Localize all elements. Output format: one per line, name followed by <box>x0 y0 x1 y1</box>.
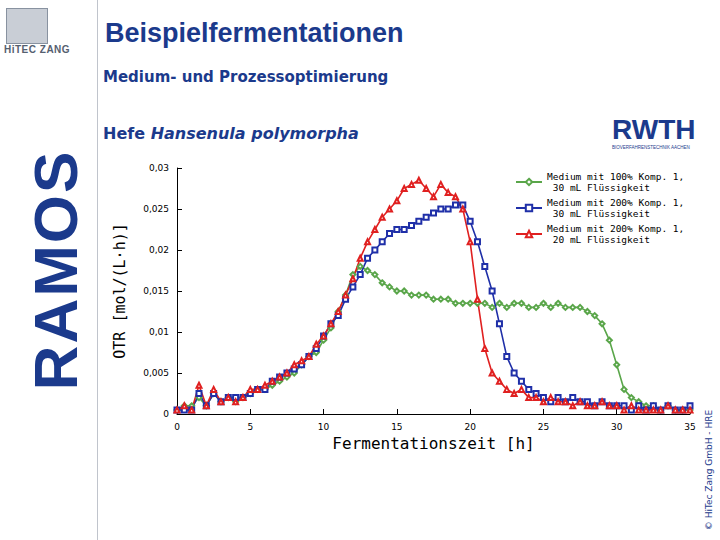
svg-text:30: 30 <box>611 422 623 432</box>
svg-text:0: 0 <box>163 409 169 419</box>
html-text:BIOVERFAHRENSTECHNIK AACHEN: BIOVERFAHRENSTECHNIK AACHEN <box>612 145 690 150</box>
svg-text:0,005: 0,005 <box>143 368 169 378</box>
html-text:RAMOS: RAMOS <box>20 149 90 391</box>
svg-text:0,015: 0,015 <box>143 286 169 296</box>
html-text:RWTH: RWTH <box>612 114 696 145</box>
html-text:Hefe Hansenula polymorpha: Hefe Hansenula polymorpha <box>103 124 359 143</box>
svg-text:20: 20 <box>464 422 476 432</box>
svg-text:0: 0 <box>174 422 180 432</box>
html-text:HiTEC ZANG: HiTEC ZANG <box>4 44 71 55</box>
svg-text:OTR [mol/(L·h)]: OTR [mol/(L·h)] <box>111 223 129 358</box>
svg-text:0,03: 0,03 <box>149 163 169 173</box>
svg-text:Medium mit 200% Komp. 1,: Medium mit 200% Komp. 1, <box>547 197 684 208</box>
svg-text:15: 15 <box>391 422 402 432</box>
svg-text:Medium mit 200% Komp. 1,: Medium mit 200% Komp. 1, <box>547 223 684 234</box>
svg-text:0,025: 0,025 <box>143 204 169 214</box>
html-text:Beispielfermentationen: Beispielfermentationen <box>105 18 404 48</box>
svg-text:30 mL Flüssigkeit: 30 mL Flüssigkeit <box>547 182 650 193</box>
svg-text:10: 10 <box>318 422 330 432</box>
svg-text:Medium mit 100% Komp. 1,: Medium mit 100% Komp. 1, <box>547 171 684 182</box>
svg-text:35: 35 <box>684 422 695 432</box>
svg-text:0,02: 0,02 <box>149 245 169 255</box>
svg-text:20 mL Flüssigkeit: 20 mL Flüssigkeit <box>547 234 650 245</box>
svg-text:5: 5 <box>247 422 253 432</box>
html-text:© HiTec Zang GmbH - HRE: © HiTec Zang GmbH - HRE <box>704 409 714 531</box>
svg-text:0,01: 0,01 <box>149 327 169 337</box>
svg-text:25: 25 <box>538 422 549 432</box>
html-text:Medium- und Prozessoptimierung: Medium- und Prozessoptimierung <box>103 68 389 86</box>
svg-text:Fermentationszeit [h]: Fermentationszeit [h] <box>332 434 534 453</box>
svg-text:30 mL Flüssigkeit: 30 mL Flüssigkeit <box>547 208 650 219</box>
